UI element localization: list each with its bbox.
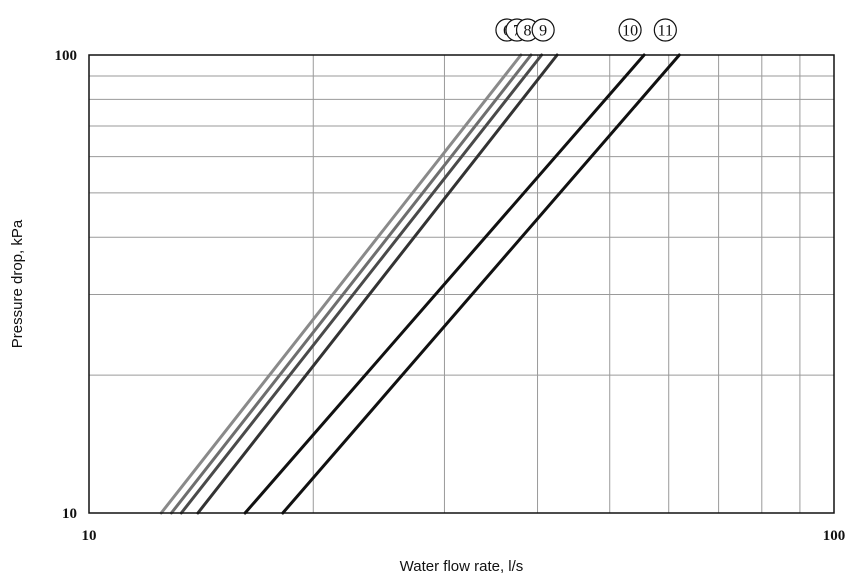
curve-label-11: 11 [653,18,677,42]
curve-label-text: 9 [539,23,547,40]
curve-labels: 67891011 [495,18,677,42]
y-tick-label: 10 [62,506,77,522]
series-line-8 [179,53,544,515]
series-line-6 [159,53,523,515]
curve-label-9: 9 [531,18,555,42]
y-tick-label: 100 [55,48,78,64]
curve-label-text: 8 [524,23,532,40]
y-axis-label: Pressure drop, kPa [9,219,26,348]
curve-label-text: 10 [622,23,638,40]
series-line-10 [243,53,646,515]
plot-frame [88,54,835,514]
curve-label-circle [653,18,677,42]
x-tick-label: 10 [82,528,97,544]
grid [89,55,834,513]
x-axis-label: Water flow rate, l/s [400,558,524,575]
series-line-11 [281,53,681,515]
curve-label-10: 10 [618,18,642,42]
series-lines [159,53,681,515]
curve-label-circle [618,18,642,42]
series-line-7 [169,53,533,515]
series-line-9 [196,53,559,515]
tick-labels: 10 100 10 100 [55,48,846,544]
x-tick-label: 100 [823,528,846,544]
curve-label-circle [531,18,555,42]
curve-label-text: 11 [658,23,673,40]
